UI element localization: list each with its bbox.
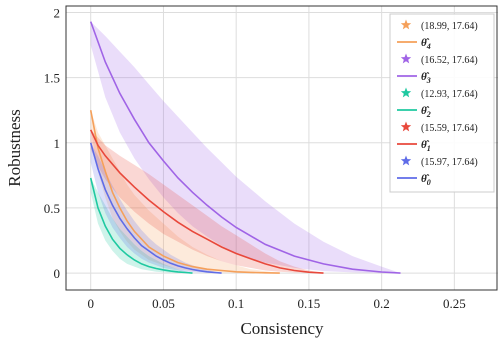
x-tick-label: 0.25 <box>443 296 466 311</box>
legend-series-subscript: 2 <box>426 110 431 119</box>
x-tick-label: 0.2 <box>374 296 390 311</box>
series-lines <box>89 21 401 274</box>
legend-star-label: (12.93, 17.64) <box>421 89 478 100</box>
x-tick-label: 0.15 <box>298 296 321 311</box>
line-series-2 <box>89 177 193 274</box>
legend-star-marker <box>400 53 412 64</box>
legend-series-subscript: 3 <box>426 76 431 85</box>
legend-star-label: (15.59, 17.64) <box>421 123 478 134</box>
legend-star-marker <box>400 155 412 166</box>
legend-series-subscript: 0 <box>427 178 431 187</box>
plot-frame <box>65 5 498 291</box>
line-series-1 <box>89 129 324 274</box>
legend-star-marker <box>400 121 412 132</box>
legend-star-label: (16.52, 17.64) <box>421 55 478 66</box>
legend-series-base: θ̂ <box>421 105 430 117</box>
y-tick-label: 1.5 <box>44 71 60 86</box>
y-tick-label: 0 <box>54 266 61 281</box>
legend-series-name: θ̂0 <box>421 173 431 187</box>
y-axis-title: Robustness <box>5 109 24 186</box>
legend-series-name: θ̂3 <box>421 71 431 85</box>
legend-star-marker <box>400 87 412 98</box>
legend-series-base: θ̂ <box>421 139 430 151</box>
x-tick-label: 0.05 <box>152 296 175 311</box>
legend: (18.99, 17.64)θ̂4(16.52, 17.64)θ̂3(12.93… <box>389 13 495 193</box>
legend-series-base: θ̂ <box>421 37 430 49</box>
y-tick-label: 0.5 <box>44 201 60 216</box>
axis-ticks: 0 0.05 0.1 0.15 0.2 0.25 0 0.5 1 1.5 2 <box>44 6 466 311</box>
legend-star-label: (18.99, 17.64) <box>421 21 478 32</box>
legend-series-base: θ̂ <box>421 71 430 83</box>
y-tick-label: 2 <box>54 6 61 21</box>
y-tick-label: 1 <box>54 136 61 151</box>
x-tick-label: 0.1 <box>228 296 244 311</box>
band-series-1 <box>90 129 324 274</box>
line-series-4 <box>89 110 280 274</box>
legend-series-subscript: 1 <box>427 144 431 153</box>
legend-series-name: θ̂4 <box>421 37 431 51</box>
x-tick-label: 0 <box>87 296 94 311</box>
x-axis-title: Consistency <box>240 319 324 338</box>
legend-series-base: θ̂ <box>421 173 430 185</box>
line-series-0 <box>89 142 222 274</box>
line-series-3 <box>89 21 401 274</box>
band-series-2 <box>90 178 193 274</box>
band-series-4 <box>90 110 280 274</box>
band-series-0 <box>90 142 222 274</box>
legend-star-marker <box>400 19 412 30</box>
legend-series-name: θ̂2 <box>421 105 431 119</box>
legend-star-label: (15.97, 17.64) <box>421 157 478 168</box>
legend-series-name: θ̂1 <box>421 139 431 153</box>
legend-series-subscript: 4 <box>426 42 431 51</box>
